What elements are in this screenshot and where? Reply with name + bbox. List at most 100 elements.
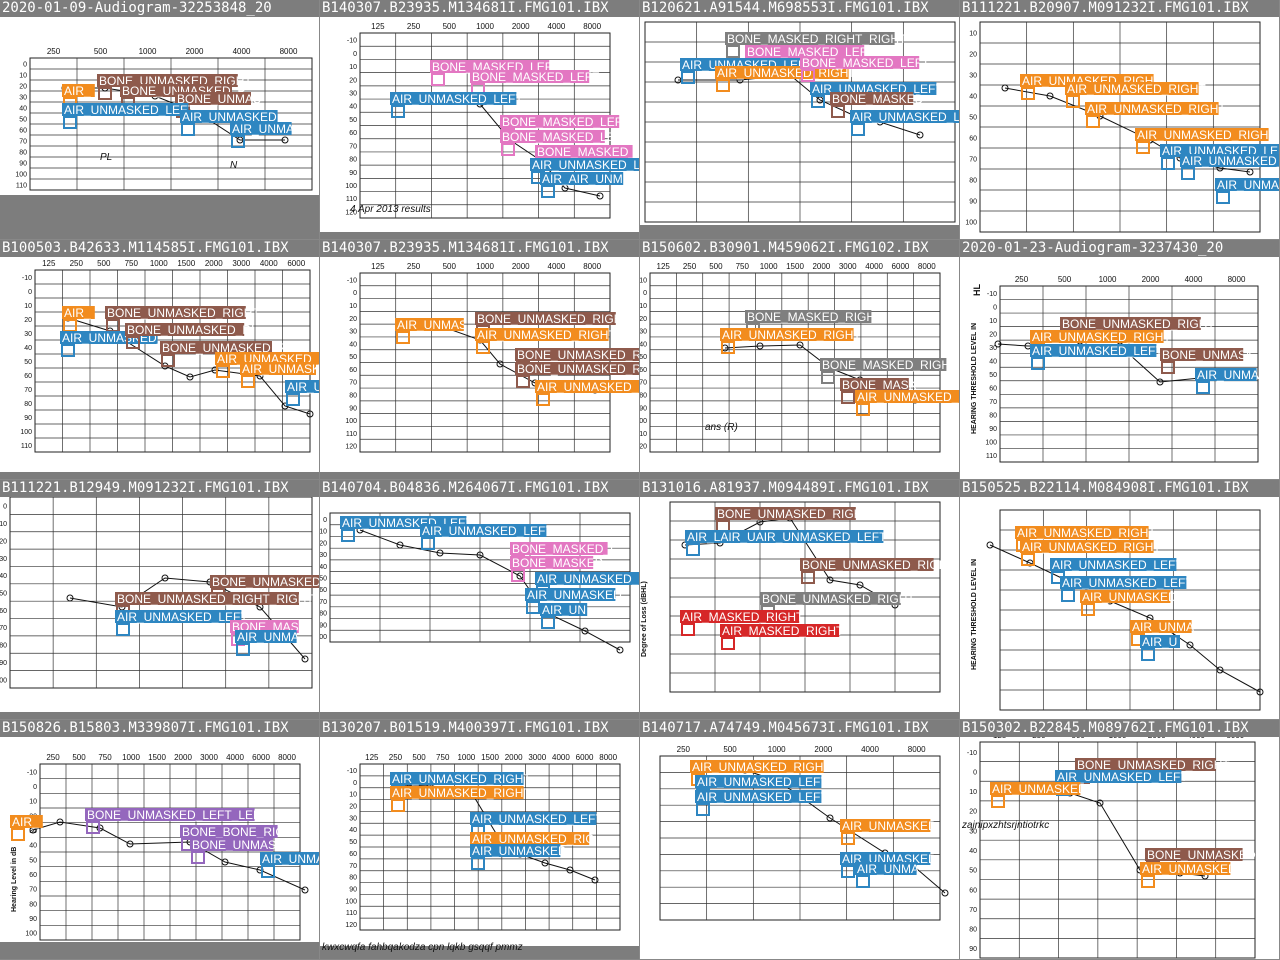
frequency-tick-label: 8000 — [583, 22, 601, 31]
annotation-box — [1081, 603, 1095, 616]
frequency-tick-label: 250 — [47, 47, 61, 56]
annotation-label-bg — [1085, 102, 1219, 115]
level-tick-label: 120 — [345, 444, 357, 451]
annotation-box — [526, 601, 540, 614]
level-tick-label: 0 — [993, 304, 997, 311]
level-tick-label: 110 — [346, 196, 357, 203]
handwritten-note: ans (R) — [705, 422, 738, 433]
annotation-label: AIR_MASKED_RIGHT — [682, 610, 804, 624]
annotation-box — [721, 341, 735, 354]
frequency-tick-label: 1000 — [457, 753, 475, 762]
frequency-tick-label: 500 — [443, 22, 457, 31]
annotation-label-bg — [395, 318, 464, 331]
level-tick-label: 100 — [0, 677, 7, 684]
level-tick-label: 10 — [349, 792, 357, 799]
annotation-box — [1066, 95, 1080, 108]
annotation-label-bg — [390, 772, 524, 785]
frequency-tick-label: 1000 — [139, 47, 157, 56]
annotation-label: AIR_ — [12, 815, 39, 829]
audiogram-tile: B130207.B01519.M400397I.FMG101.IBX 125 250… — [320, 720, 640, 960]
annotation-box — [286, 393, 300, 406]
annotation-label: AIR_UNMA — [1197, 368, 1259, 382]
annotation-box — [841, 865, 855, 878]
annotation-label: AIR_ — [64, 306, 91, 320]
level-tick-label: 0 — [28, 289, 32, 296]
tile-bottom-margin — [640, 712, 959, 719]
level-tick-label: 90 — [969, 946, 977, 953]
level-tick-label: 60 — [349, 367, 357, 374]
frequency-tick-label: 250 — [1015, 275, 1029, 284]
annotation-label-bg — [760, 592, 901, 605]
level-tick-label: 10 — [969, 31, 977, 38]
annotation-label: AIR_UNMASKED_LEFT — [852, 110, 960, 124]
level-tick-label: 40 — [29, 843, 37, 850]
level-tick-label: 70 — [19, 139, 27, 146]
level-tick-label: 70 — [640, 380, 647, 387]
level-tick-label: 80 — [0, 643, 7, 650]
annotation-label: BONE_UNMASKED_RIGHT — [107, 306, 260, 320]
annotation-label: AIR_UNMASKED_RIGHT — [1067, 82, 1206, 96]
frequency-tick-label: 250 — [46, 753, 60, 762]
tile-title: B150826.B15803.M339807I.FMG101.IBX — [0, 720, 319, 737]
annotation-label-bg — [475, 328, 609, 341]
annotation-label: AIR_UNMASKED_RIGHT — [1087, 102, 1226, 116]
annotation-label: BONE_BONE_RIG — [182, 825, 285, 839]
annotation-box — [116, 623, 130, 636]
level-tick-label: -10 — [347, 38, 357, 45]
annotation-label: AIR_UNMASKED_LEFT — [1032, 344, 1163, 358]
level-tick-label: 30 — [29, 828, 37, 835]
annotation-label: AIR_UNMASKED_RIG — [472, 832, 595, 846]
level-tick-label: 30 — [24, 331, 32, 338]
frequency-tick-label: 500 — [443, 262, 457, 271]
frequency-tick-label: 3000 — [839, 262, 857, 271]
annotation-label-bg — [190, 838, 274, 851]
annotation-box — [1216, 191, 1230, 204]
annotation-label: BONE_UNMASKED_RIGHT_RIGHT — [117, 592, 314, 606]
annotation-label: AIR_UNMASKED — [1142, 862, 1237, 876]
annotation-box — [1196, 381, 1210, 394]
annotation-label-bg — [725, 32, 895, 45]
audiogram-chart: HEARING THRESHOLD LEVEL IN AIR_UNMASKED_R… — [971, 509, 1264, 711]
annotation-label: AIR_U — [1142, 635, 1177, 649]
annotation-label: AIR_UNMASKED — [527, 588, 622, 602]
level-tick-label: 40 — [19, 106, 27, 113]
audiogram-tile: B150525.B22114.M084908I.FMG101.IBX HEARIN… — [960, 480, 1280, 720]
annotation-label: AIR_UNMASKED_RIGHT — [1137, 128, 1276, 142]
level-tick-label: 80 — [640, 392, 647, 399]
annotation-box — [1136, 141, 1150, 154]
tile-title: B140307.B23935.M134681I.FMG101.IBX — [320, 0, 639, 17]
annotation-label: BONE_UNMASKED_RIGHT — [477, 312, 630, 326]
level-tick-label: 60 — [969, 887, 977, 894]
annotation-label: AIR_UNMASKED_RIGHT — [477, 328, 616, 342]
annotation-label-bg — [62, 306, 95, 319]
threshold-marker — [856, 581, 864, 589]
tile-title: B131016.A81937.M094489I.FMG101.IBX — [640, 480, 959, 497]
threshold-marker — [616, 646, 624, 654]
frequency-tick-label: 1500 — [786, 262, 804, 271]
threshold-marker — [566, 866, 574, 874]
annotation-box — [681, 71, 695, 84]
level-tick-label: -10 — [347, 277, 357, 284]
threshold-marker — [496, 360, 504, 368]
annotation-label: BONE_UNMASKED_LEFT_LEFT — [87, 808, 268, 822]
annotation-box — [341, 529, 355, 542]
annotation-label-bg — [235, 630, 297, 643]
level-tick-label: 60 — [0, 608, 7, 615]
frequency-tick-label: 500 — [412, 753, 426, 762]
annotation-box — [86, 821, 100, 834]
audiogram-tile: 2020-01-23-Audiogram-3237430_20 250 500 100… — [960, 240, 1280, 480]
frequency-tick-label: 1000 — [150, 259, 168, 268]
annotation-label-bg — [390, 92, 517, 105]
annotation-box — [216, 365, 230, 378]
annotation-label-bg — [695, 790, 822, 803]
level-tick-label: 10 — [29, 799, 37, 806]
level-tick-label: 90 — [969, 199, 977, 206]
annotation-box — [821, 371, 835, 384]
level-tick-label: 50 — [349, 117, 357, 124]
annotation-label-bg — [855, 390, 959, 403]
level-tick-label: 60 — [640, 367, 647, 374]
annotation-box — [1021, 87, 1035, 100]
audiogram-tile: B140307.B23935.M134681I.FMG101.IBX 125 250… — [320, 0, 640, 240]
level-tick-label: 90 — [19, 161, 27, 168]
